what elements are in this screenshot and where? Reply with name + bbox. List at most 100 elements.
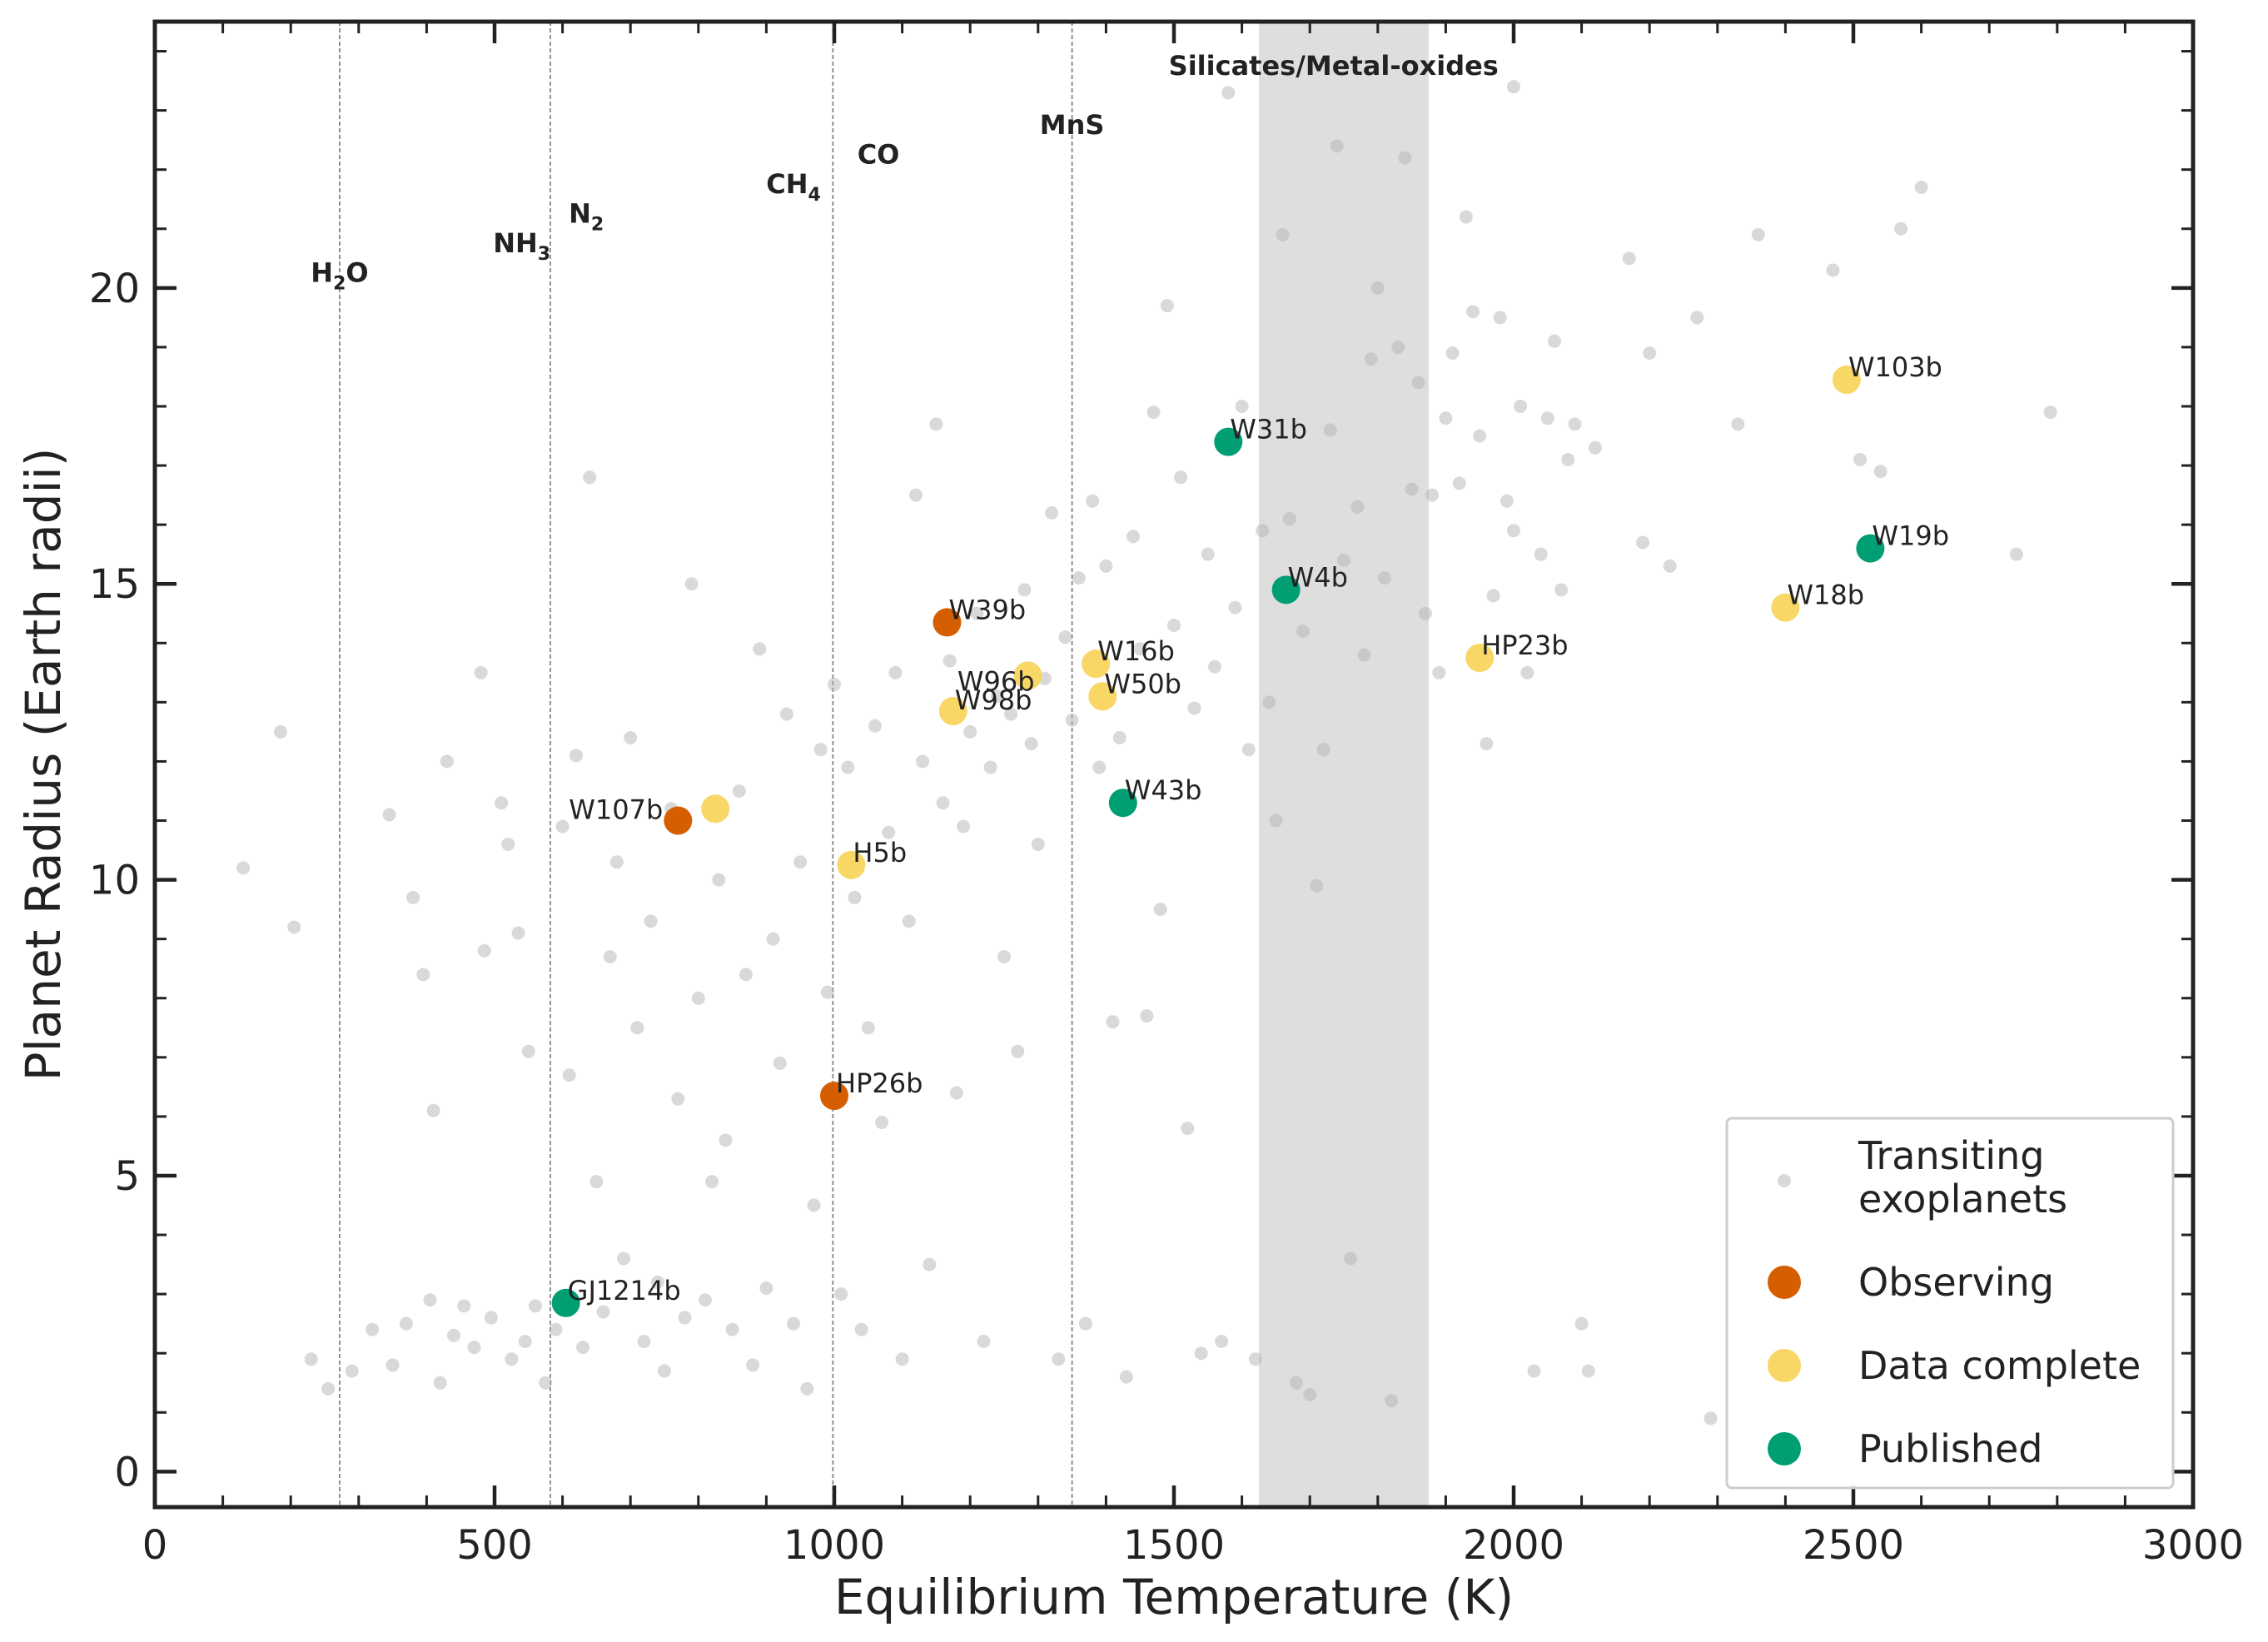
data-point-transiting [1011,1044,1025,1058]
data-point-transiting [943,654,957,668]
data-point-transiting [1445,346,1460,361]
data-point-transiting [2009,547,2023,561]
data-point-highlight [837,850,866,879]
data-point-transiting [528,1299,542,1313]
data-point-transiting [1826,263,1840,277]
y-tick-label: 5 [114,1153,140,1200]
species-label: CO [858,139,900,171]
x-tick-label: 500 [456,1522,533,1569]
data-point-transiting [1160,299,1174,313]
data-point-transiting [1127,530,1141,544]
data-point-transiting [1187,701,1201,715]
data-point-transiting [1466,305,1480,319]
data-point-transiting [617,1251,631,1266]
data-point-transiting [457,1299,471,1313]
data-point-transiting [957,819,971,833]
data-point-transiting [1058,630,1072,644]
data-point-transiting [1310,878,1324,893]
data-point-transiting [861,1021,875,1035]
species-label: N2 [569,198,604,236]
legend-box [1725,1117,2175,1490]
data-point-transiting [484,1311,498,1325]
data-point-transiting [1751,227,1765,241]
data-point-transiting [1391,340,1405,354]
data-point-highlight [1214,427,1243,456]
data-point-transiting [477,943,491,958]
point-label: W96b [957,665,1035,697]
data-point-transiting [753,642,767,656]
data-point-transiting [1357,648,1371,662]
data-point-transiting [875,1116,889,1130]
data-point-transiting [511,926,525,940]
x-tick-label: 1500 [1123,1522,1225,1569]
y-tick-label: 20 [89,266,140,312]
data-point-transiting [684,577,699,591]
data-point-transiting [1045,505,1059,520]
point-label: W43b [1125,774,1202,806]
data-point-transiting [440,754,454,769]
species-label: Silicates/Metal-oxides [1169,50,1499,82]
data-point-transiting [1167,618,1181,632]
point-label: GJ1214b [568,1275,681,1306]
data-point-transiting [1398,151,1412,165]
data-point-transiting [1140,1009,1154,1023]
data-point-transiting [787,1316,801,1331]
data-point-transiting [834,1287,848,1301]
data-point-transiting [1262,695,1276,709]
data-point-transiting [345,1364,359,1378]
point-label: W50b [1104,668,1181,699]
x-tick-label: 1000 [783,1522,885,1569]
legend-label: Transiting [1858,1133,2045,1178]
data-point-transiting [1119,1370,1133,1384]
data-point-transiting [423,1293,437,1307]
data-point-transiting [1201,547,1215,561]
data-point-transiting [1432,665,1446,679]
condensation-lines-layer [339,22,1073,1507]
data-point-transiting [1289,1376,1303,1390]
legend-label: Data complete [1858,1343,2141,1388]
data-point-transiting [1303,1387,1317,1401]
data-point-transiting [1207,659,1221,674]
x-tick-label: 3000 [2142,1522,2244,1569]
data-point-transiting [691,991,705,1005]
data-point-transiting [1439,411,1453,425]
data-point-transiting [895,1352,909,1366]
legend-marker [1768,1432,1801,1465]
data-point-transiting [495,796,509,810]
legend-label: Observing [1858,1260,2054,1305]
x-tick-label: 2000 [1463,1522,1564,1569]
data-point-transiting [416,968,430,982]
data-point-transiting [1547,334,1561,348]
data-point-transiting [1215,1334,1229,1348]
data-point-transiting [501,837,515,851]
data-point-highlight [551,1288,580,1317]
data-point-transiting [1520,665,1534,679]
species-label: CH4 [766,168,821,206]
data-point-transiting [1337,553,1350,567]
y-tick-label: 15 [89,561,140,608]
data-point-transiting [1256,524,1270,538]
data-point-transiting [321,1381,336,1396]
data-point-transiting [1690,311,1704,325]
data-point-transiting [1052,1352,1066,1366]
data-point-transiting [1568,417,1582,431]
data-point-transiting [1480,737,1494,751]
data-point-transiting [739,968,753,982]
data-point-transiting [589,1175,604,1189]
data-point-transiting [1024,737,1038,751]
species-labels-layer: H2O NH3 N2 CH4 CO MnS Silicates/Metal-oxides [311,50,1499,295]
data-point-transiting [1473,429,1487,443]
data-point-transiting [1588,440,1602,455]
data-point-transiting [1554,583,1569,597]
data-point-transiting [1078,1316,1092,1331]
data-point-transiting [902,914,916,928]
legend-marker [1768,1266,1801,1299]
data-point-transiting [1894,221,1908,236]
data-point-transiting [658,1364,671,1378]
data-point-transiting [562,1068,576,1082]
species-label: NH3 [493,227,550,265]
data-point-transiting [807,1198,821,1212]
data-point-transiting [1092,760,1107,774]
data-point-transiting [828,678,841,692]
